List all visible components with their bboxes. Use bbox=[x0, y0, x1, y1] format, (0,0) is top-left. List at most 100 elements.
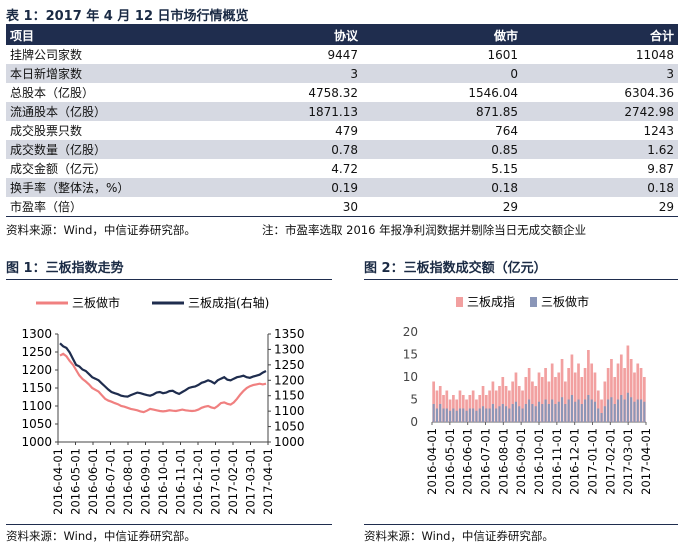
bar-sanban-zuoshi bbox=[567, 399, 570, 422]
bar-sanban-chengzhi bbox=[514, 372, 518, 422]
x-tick-label: 2017-04-01 bbox=[639, 428, 653, 495]
bar-sanban-zuoshi bbox=[435, 408, 438, 422]
fig2-rule bbox=[364, 279, 678, 280]
x-tick-label: 2017-01-01 bbox=[586, 428, 600, 495]
row-value: 0.18 bbox=[362, 178, 522, 197]
bar-sanban-zuoshi bbox=[577, 399, 580, 422]
x-tick-label: 2017-04-01 bbox=[261, 448, 275, 515]
fig2-bottom-rule bbox=[364, 524, 678, 525]
bar-sanban-chengzhi bbox=[593, 372, 597, 422]
bar-sanban-chengzhi bbox=[524, 377, 528, 422]
x-tick-label: 2016-11-01 bbox=[174, 448, 188, 515]
bar-sanban-zuoshi bbox=[610, 397, 613, 422]
table-bottom-rule bbox=[6, 216, 678, 217]
x-tick-label: 2016-07-01 bbox=[104, 448, 118, 515]
x-tick-label: 2016-12-01 bbox=[568, 428, 582, 495]
y-tick-label: 5 bbox=[410, 393, 418, 407]
fig2-source: 资料来源：Wind，中信证券研究部。 bbox=[364, 529, 554, 543]
y-tick-label: 0 bbox=[410, 415, 418, 429]
x-tick-label: 2016-11-01 bbox=[550, 428, 564, 495]
fig1-title: 图 1：三板指数走势 bbox=[6, 261, 124, 276]
fig2-title: 图 2：三板指数成交额（亿元） bbox=[364, 261, 547, 276]
x-tick-label: 2017-02-01 bbox=[226, 448, 240, 515]
row-value: 2742.98 bbox=[522, 102, 678, 121]
row-value: 0 bbox=[362, 64, 522, 83]
x-tick-label: 2016-05-01 bbox=[443, 428, 457, 495]
bar-sanban-zuoshi bbox=[600, 413, 603, 422]
bar-sanban-zuoshi bbox=[636, 399, 639, 422]
bar-sanban-chengzhi bbox=[488, 390, 491, 422]
bar-sanban-zuoshi bbox=[491, 404, 494, 422]
x-tick-label: 2016-12-01 bbox=[191, 448, 205, 515]
bar-sanban-zuoshi bbox=[580, 404, 583, 422]
table-row: 挂牌公司家数 9447 1601 11048 bbox=[6, 45, 678, 64]
row-label: 流通股本（亿股） bbox=[6, 102, 186, 121]
bar-sanban-chengzhi bbox=[603, 381, 607, 422]
x-tick-label: 2016-06-01 bbox=[461, 428, 475, 495]
table-row: 流通股本（亿股） 1871.13 871.85 2742.98 bbox=[6, 102, 678, 121]
bar-sanban-zuoshi bbox=[485, 408, 488, 422]
bar-sanban-zuoshi bbox=[518, 406, 521, 422]
x-tick-label: 2016-09-01 bbox=[514, 428, 528, 495]
bar-sanban-chengzhi bbox=[606, 368, 610, 422]
row-value: 479 bbox=[335, 123, 358, 138]
legend-label-1: 三板做市 bbox=[72, 295, 120, 310]
bar-sanban-chengzhi bbox=[517, 386, 521, 422]
bar-sanban-zuoshi bbox=[643, 401, 646, 422]
fig1-bottom-rule bbox=[6, 524, 332, 525]
bar-sanban-zuoshi bbox=[521, 408, 524, 422]
bar-sanban-chengzhi bbox=[491, 381, 495, 422]
bar-sanban-chengzhi bbox=[573, 372, 577, 422]
row-value: 5.15 bbox=[491, 161, 518, 176]
bar-sanban-zuoshi bbox=[557, 401, 560, 422]
bar-sanban-chengzhi bbox=[544, 368, 547, 422]
table-title: 表 1：2017 年 4 月 12 日市场行情概览 bbox=[6, 9, 249, 24]
header-market-making: 做市 bbox=[362, 26, 522, 45]
row-label: 成交数量（亿股） bbox=[6, 140, 186, 159]
bar-sanban-zuoshi bbox=[449, 410, 452, 422]
bar-sanban-chengzhi bbox=[616, 363, 620, 422]
bar-sanban-chengzhi bbox=[639, 368, 643, 422]
row-value: 3 bbox=[186, 64, 362, 83]
bar-sanban-chengzhi bbox=[494, 390, 498, 422]
bar-sanban-zuoshi bbox=[626, 392, 629, 422]
row-value: 1546.04 bbox=[468, 85, 518, 100]
row-value: 9447 bbox=[327, 47, 358, 62]
bar-sanban-chengzhi bbox=[557, 372, 561, 422]
row-value: 9.87 bbox=[647, 161, 674, 176]
bar-sanban-zuoshi bbox=[574, 401, 577, 422]
bar-sanban-zuoshi bbox=[603, 406, 606, 422]
bar-sanban-zuoshi bbox=[481, 406, 485, 422]
bar-sanban-chengzhi bbox=[583, 368, 587, 422]
row-value: 4.72 bbox=[331, 161, 358, 176]
bar-sanban-chengzhi bbox=[498, 386, 501, 422]
bar-sanban-zuoshi bbox=[597, 408, 600, 422]
bar-sanban-zuoshi bbox=[462, 408, 465, 422]
bar-sanban-chengzhi bbox=[577, 363, 580, 422]
bar-sanban-zuoshi bbox=[547, 404, 550, 422]
bar-sanban-chengzhi bbox=[590, 363, 594, 422]
bar-sanban-zuoshi bbox=[640, 399, 643, 422]
bar-sanban-zuoshi bbox=[528, 399, 531, 422]
bar-sanban-zuoshi bbox=[495, 408, 498, 422]
bar-sanban-chengzhi bbox=[570, 354, 574, 422]
x-tick-label: 2016-08-01 bbox=[496, 428, 510, 495]
bar-sanban-zuoshi bbox=[623, 399, 626, 422]
y2-tick-label: 1050 bbox=[274, 420, 305, 434]
bar-sanban-zuoshi bbox=[564, 404, 567, 422]
row-label: 市盈率（倍） bbox=[10, 200, 83, 214]
table-note: 注：市盈率选取 2016 年报净利润数据并剔除当日无成交额企业 bbox=[262, 223, 587, 237]
row-label: 本日新增家数 bbox=[6, 64, 186, 83]
bar-sanban-zuoshi bbox=[531, 404, 534, 422]
y-tick-label: 15 bbox=[403, 348, 418, 362]
bar-sanban-zuoshi bbox=[620, 395, 623, 422]
y-tick-label: 1200 bbox=[21, 363, 52, 377]
bar-sanban-zuoshi bbox=[505, 406, 508, 422]
y-tick-label: 1100 bbox=[21, 399, 52, 413]
bar-sanban-zuoshi bbox=[537, 401, 541, 422]
x-tick-label: 2017-02-01 bbox=[603, 428, 617, 495]
table-row: 总股本（亿股） 4758.32 1546.04 6304.36 bbox=[6, 83, 678, 102]
series-line-sanban-chengzhi bbox=[59, 342, 267, 398]
bar-sanban-zuoshi bbox=[630, 397, 633, 422]
bar-sanban-chengzhi bbox=[600, 399, 603, 422]
